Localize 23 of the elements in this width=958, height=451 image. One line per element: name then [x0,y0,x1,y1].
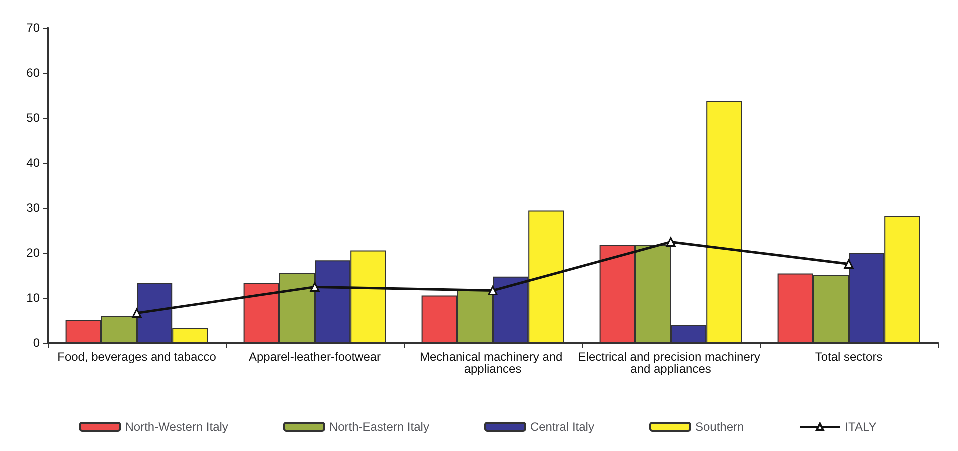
point [844,260,854,269]
y-tick-label: 70 [26,21,40,35]
y-tick-label: 20 [26,246,40,260]
legend-label: Central Italy [530,420,594,434]
x-tick-label: Apparel-leather-footwear [248,350,382,364]
y-tick-label: 60 [26,66,40,80]
legend-label: North-Western Italy [125,420,228,434]
x-tick-label: Electrical and precision machinery and appliances [578,350,764,376]
x-tick-label: Food, beverages and tabacco [58,350,217,364]
x-tick-label: Mechanical machinery and appliances [420,350,566,376]
x-tick-label: Total sectors [815,350,883,364]
y-tick-label: 10 [26,291,40,305]
point [132,308,142,318]
point [310,282,320,292]
legend-label: ITALY [845,420,877,434]
legend-label: North-Eastern Italy [329,420,430,434]
y-tick-label: 50 [26,111,40,125]
y-tick-label: 40 [26,156,40,170]
legend-label: Southern [695,420,744,434]
point [666,237,676,247]
y-tick-label: 30 [26,201,40,215]
y-tick-label: 0 [33,336,40,350]
point [488,286,498,296]
